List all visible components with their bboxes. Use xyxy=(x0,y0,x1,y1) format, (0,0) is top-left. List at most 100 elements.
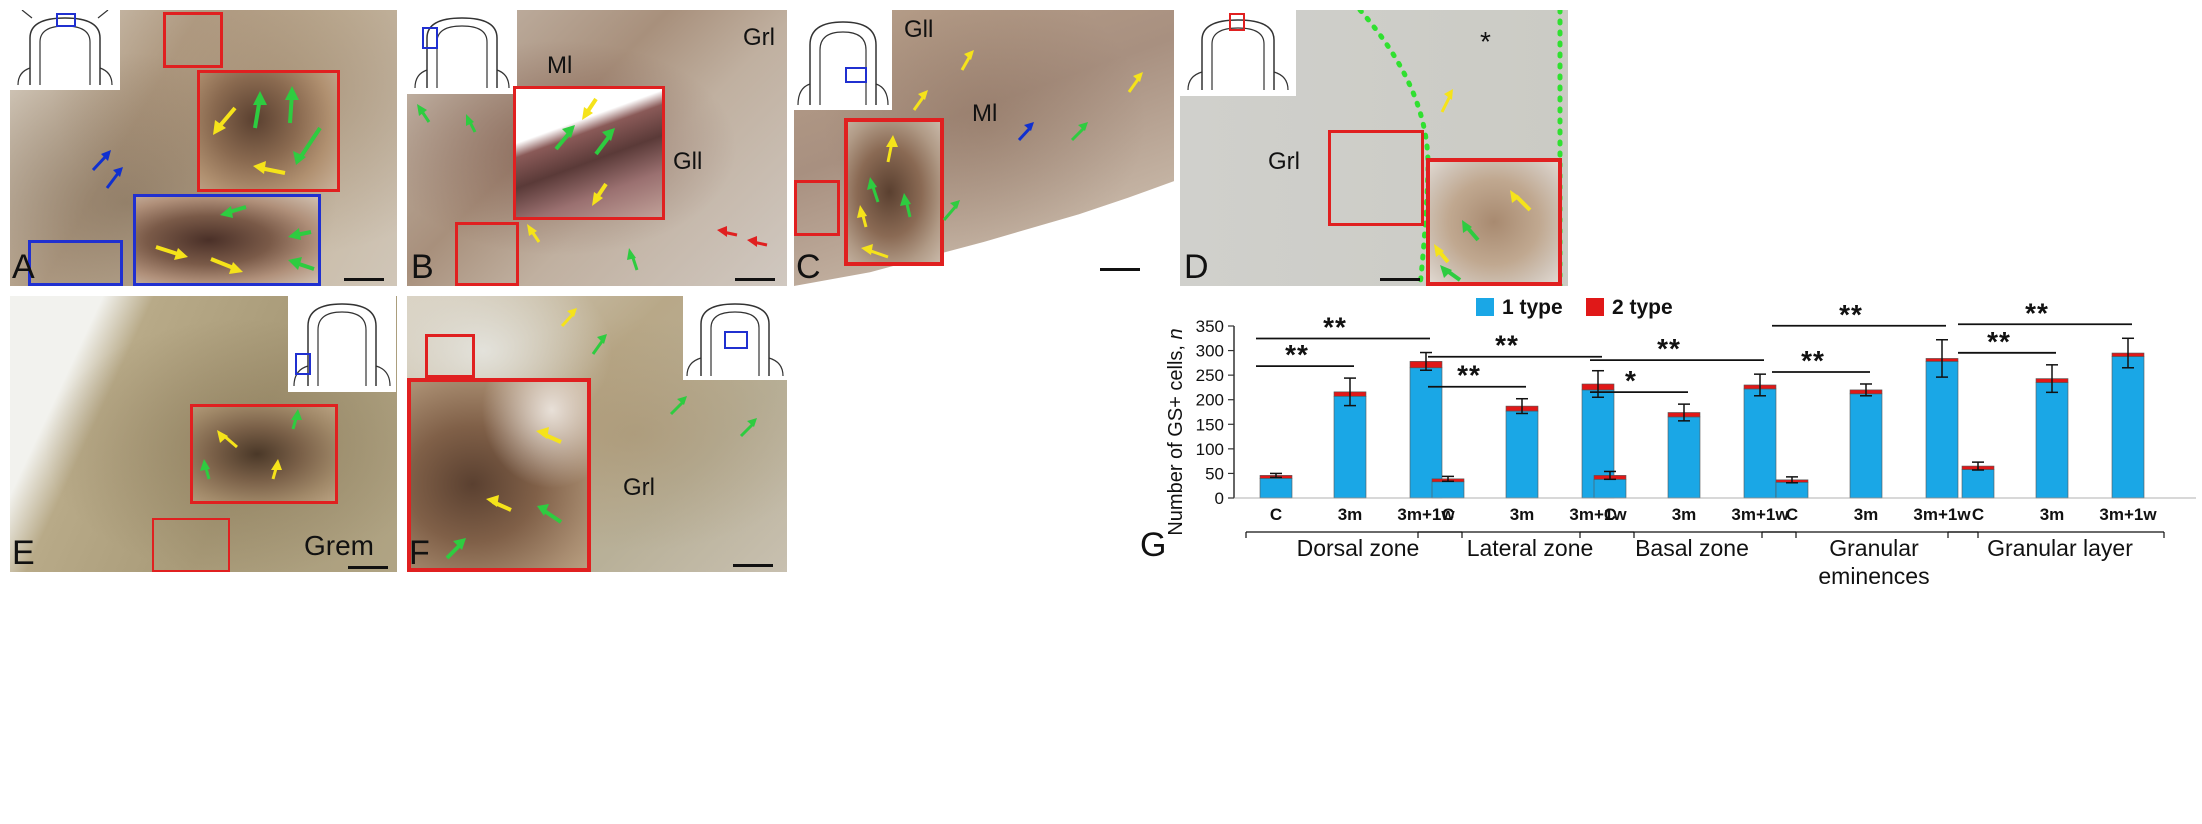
panel-d-region-lumen: * xyxy=(1480,26,1491,57)
panel-d-red-box xyxy=(1328,130,1424,226)
panel-a-scale-bar xyxy=(344,278,384,281)
y-tick-label: 100 xyxy=(1196,440,1224,459)
bar-chart-svg: 1 type 2 type 0 50 100 150 200 250 300 350 Number … xyxy=(1140,296,2196,589)
panel-a-red-box xyxy=(163,12,223,68)
panel-b-red-inset xyxy=(513,86,665,220)
bar-type1 xyxy=(1667,416,1701,499)
y-tick-label: 200 xyxy=(1196,391,1224,410)
group-label: Basal zone xyxy=(1635,535,1749,561)
panel-c-arrows xyxy=(912,50,1143,221)
category-label: 3m+1w xyxy=(2099,505,2157,524)
category-label: 3m+1w xyxy=(1731,505,1789,524)
panel-f: Grl F xyxy=(407,296,787,572)
legend-label-type2: 2 type xyxy=(1612,296,1673,319)
category-label: C xyxy=(1972,505,1984,524)
bar-type1 xyxy=(1431,481,1465,499)
panel-e-brain-schematic xyxy=(288,296,396,392)
bar-type1 xyxy=(1409,367,1443,499)
bar-type1 xyxy=(1849,393,1883,499)
significance-label: ** xyxy=(2025,297,2049,328)
panel-f-red-inset xyxy=(407,378,591,572)
panel-c-region-ml: Ml xyxy=(972,100,998,127)
legend-label-type1: 1 type xyxy=(1502,296,1563,319)
bar-type1 xyxy=(1961,469,1995,499)
panel-a-brain-schematic xyxy=(10,10,120,90)
panel-f-scale-bar xyxy=(733,564,773,567)
panel-d-scale-bar xyxy=(1380,278,1420,281)
panel-b-letter: B xyxy=(411,248,434,286)
category-label: 3m xyxy=(1338,505,1363,524)
category-label: C xyxy=(1270,505,1282,524)
significance-label: ** xyxy=(1839,299,1863,330)
panel-b-scale-bar xyxy=(735,278,775,281)
significance-label: ** xyxy=(1987,326,2011,357)
y-tick-label: 250 xyxy=(1196,366,1224,385)
panel-d-right-overflow xyxy=(1568,10,2192,286)
panel-e-letter: E xyxy=(12,534,35,572)
bar-type1 xyxy=(1505,410,1539,499)
category-label: C xyxy=(1442,505,1454,524)
legend-swatch-type1 xyxy=(1476,298,1494,316)
bar-type1 xyxy=(2035,382,2069,499)
bar-type1 xyxy=(1925,361,1959,499)
panel-a-blue-inset xyxy=(133,194,321,286)
y-tick-label: 150 xyxy=(1196,415,1224,434)
panel-a-blue-arrows xyxy=(91,150,123,189)
panel-e: Grem E xyxy=(10,296,397,572)
bar-type1 xyxy=(1593,479,1627,499)
category-label: C xyxy=(1786,505,1798,524)
category-label: 3m xyxy=(2040,505,2065,524)
panel-b-region-ml: Ml xyxy=(547,52,573,79)
panel-a-red-inset xyxy=(197,70,340,192)
panel-a-blue-box xyxy=(28,240,123,286)
category-label: 3m xyxy=(1854,505,1879,524)
panel-c-scale-bar xyxy=(1100,268,1140,271)
panel-b: Ml Grl Gll B xyxy=(407,10,787,286)
panel-e-red-inset xyxy=(190,404,338,504)
significance-label: ** xyxy=(1801,345,1825,376)
category-label: 3m xyxy=(1510,505,1535,524)
category-label: 3m+1w xyxy=(1913,505,1971,524)
panel-a: A xyxy=(10,10,397,286)
significance-label: ** xyxy=(1323,312,1347,343)
panel-a-letter: A xyxy=(12,248,35,286)
significance-label: ** xyxy=(1285,339,1309,370)
panel-c-letter: C xyxy=(796,248,821,286)
panel-c-red-box xyxy=(794,180,840,236)
panel-e-red-box xyxy=(152,518,230,572)
panel-b-region-grl: Grl xyxy=(743,24,775,51)
panel-b-brain-schematic xyxy=(407,10,517,94)
panel-f-brain-schematic xyxy=(683,296,787,380)
bar-type1 xyxy=(1743,388,1777,499)
panel-f-region-grl: Grl xyxy=(623,474,655,501)
significance-label: * xyxy=(1625,365,1637,396)
bar-type1 xyxy=(1775,481,1809,499)
panel-f-letter: F xyxy=(409,534,430,572)
panel-d-brain-schematic xyxy=(1180,10,1296,96)
y-tick-label: 50 xyxy=(1205,464,1224,483)
panel-g-chart: 1 type 2 type 0 50 100 150 200 250 300 350 Number … xyxy=(1110,296,2202,822)
panel-f-red-box xyxy=(425,334,475,378)
panel-e-scale-bar xyxy=(348,566,388,569)
y-tick-label: 350 xyxy=(1196,317,1224,336)
significance-label: ** xyxy=(1495,330,1519,361)
category-label: C xyxy=(1604,505,1616,524)
panel-d-red-inset xyxy=(1426,158,1562,286)
panel-b-arrows xyxy=(417,104,768,271)
group-label: Dorsal zone xyxy=(1297,535,1420,561)
group-label: Granular layer xyxy=(1987,535,2133,561)
bar-type1 xyxy=(2111,356,2145,499)
panel-e-region-grem: Grem xyxy=(304,530,374,561)
y-tick-label: 300 xyxy=(1196,342,1224,361)
panel-g-letter: G xyxy=(1140,526,1166,564)
category-label: 3m+1w xyxy=(1569,505,1627,524)
significance-label: ** xyxy=(1657,333,1681,364)
bar-type1 xyxy=(1333,395,1367,499)
panel-c-red-inset xyxy=(844,118,944,266)
panel-d: Grl * D xyxy=(1180,10,2192,286)
panel-d-region-grl: Grl xyxy=(1268,148,1300,175)
group-label: Granular xyxy=(1829,535,1919,561)
y-axis-title: Number of GS+ cells, n xyxy=(1165,328,1187,535)
category-label: 3m+1w xyxy=(1397,505,1455,524)
panel-d-arrows xyxy=(1440,89,1453,113)
